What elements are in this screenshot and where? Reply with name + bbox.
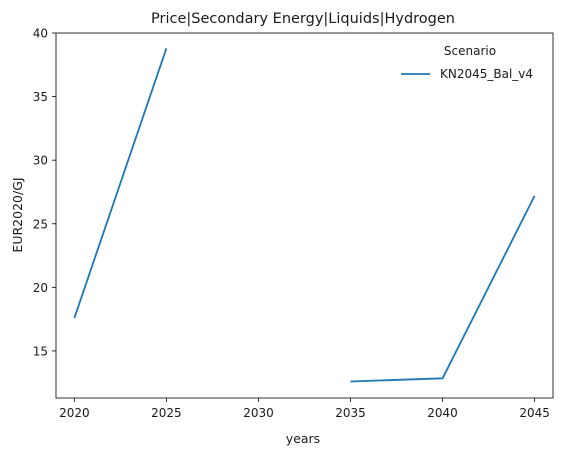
x-tick-label: 2045	[519, 406, 550, 420]
y-axis-label: EUR2020/GJ	[10, 177, 25, 252]
y-tick-label: 35	[33, 90, 48, 104]
x-tick-label: 2020	[59, 406, 90, 420]
y-tick-label: 25	[33, 217, 48, 231]
legend: Scenario KN2045_Bal_v4	[401, 44, 533, 81]
legend-title: Scenario	[444, 44, 496, 58]
plot-area	[55, 32, 554, 399]
x-tick-label: 2040	[427, 406, 458, 420]
x-tick-label: 2030	[243, 406, 274, 420]
x-axis-label: years	[286, 431, 320, 446]
x-axis: 2020 2025 2030 2035 2040 2045	[59, 398, 550, 420]
y-tick-label: 40	[33, 27, 48, 41]
y-tick-label: 30	[33, 154, 48, 168]
y-axis: 15 20 25 30 35 40	[33, 27, 56, 358]
y-tick-label: 20	[33, 281, 48, 295]
series-line-segment	[350, 195, 536, 383]
series-lines	[73, 48, 536, 383]
legend-entry-label: KN2045_Bal_v4	[440, 67, 533, 81]
x-tick-label: 2035	[335, 406, 366, 420]
series-line-segment	[73, 48, 168, 319]
y-tick-label: 15	[33, 344, 48, 358]
chart-title: Price|Secondary Energy|Liquids|Hydrogen	[151, 11, 455, 27]
x-tick-label: 2025	[151, 406, 182, 420]
